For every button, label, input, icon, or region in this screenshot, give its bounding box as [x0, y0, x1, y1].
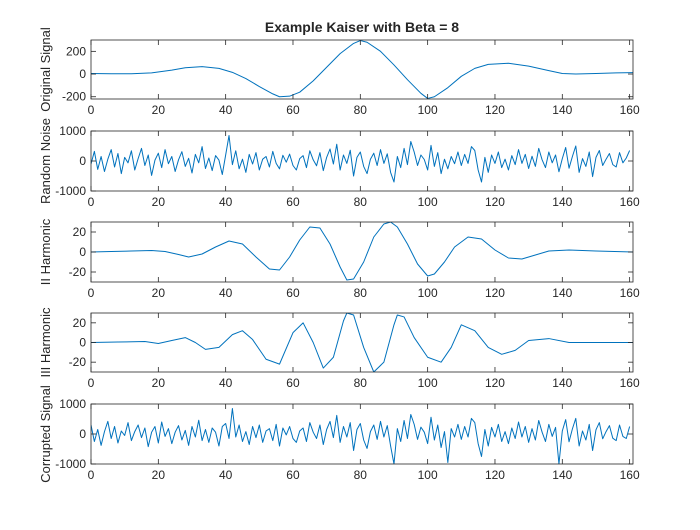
y-tick-label: 200 — [66, 44, 86, 58]
x-tick-label: 40 — [219, 103, 233, 117]
y-tick-label: 20 — [73, 316, 87, 330]
y-tick-label: 1000 — [59, 397, 86, 411]
series-line-2-1 — [91, 135, 631, 183]
y-tick-label: 0 — [79, 245, 86, 259]
x-tick-label: 120 — [485, 195, 505, 209]
y-tick-label: 20 — [73, 225, 87, 239]
x-tick-label: 20 — [152, 103, 166, 117]
x-tick-label: 60 — [286, 195, 300, 209]
y-axis-label: Corrupted Signal — [38, 385, 53, 483]
x-tick-label: 40 — [219, 468, 233, 482]
y-tick-label: 0 — [79, 154, 86, 168]
axes-box — [90, 221, 634, 283]
y-tick-label: -200 — [62, 90, 86, 104]
y-tick-label: 0 — [79, 67, 86, 81]
axes-box — [90, 39, 634, 100]
x-tick-label: 120 — [485, 103, 505, 117]
x-tick-label: 80 — [354, 376, 368, 390]
x-tick-label: 40 — [219, 376, 233, 390]
x-tick-label: 140 — [552, 103, 572, 117]
x-tick-label: 60 — [286, 103, 300, 117]
y-tick-label: -1000 — [55, 457, 86, 471]
x-tick-label: 80 — [354, 468, 368, 482]
x-tick-label: 100 — [418, 376, 438, 390]
x-tick-label: 20 — [152, 468, 166, 482]
x-tick-label: 0 — [88, 468, 95, 482]
y-tick-label: -20 — [69, 355, 87, 369]
x-tick-label: 60 — [286, 468, 300, 482]
x-tick-label: 20 — [152, 286, 166, 300]
chart-title: Example Kaiser with Beta = 8 — [265, 19, 459, 35]
x-tick-label: 160 — [620, 376, 640, 390]
y-tick-label: 0 — [79, 427, 86, 441]
x-tick-label: 100 — [418, 286, 438, 300]
x-tick-label: 120 — [485, 468, 505, 482]
x-tick-label: 140 — [552, 195, 572, 209]
x-tick-label: 160 — [620, 195, 640, 209]
x-tick-label: 120 — [485, 286, 505, 300]
x-tick-label: 100 — [418, 103, 438, 117]
subplot-5: 0 20 40 60 80 100 120 140 160-100001000Corrupted… — [38, 385, 640, 483]
x-tick-label: 120 — [485, 376, 505, 390]
x-tick-label: 60 — [286, 376, 300, 390]
series-line-3-1 — [91, 222, 633, 281]
x-tick-label: 140 — [552, 376, 572, 390]
y-tick-label: 0 — [79, 336, 86, 350]
y-axis-label: Random Noise — [38, 118, 53, 204]
y-tick-label: -1000 — [55, 184, 86, 198]
x-tick-label: 0 — [88, 286, 95, 300]
x-tick-label: 80 — [354, 195, 368, 209]
y-axis-label: Original Signal — [38, 27, 53, 112]
x-tick-label: 80 — [354, 286, 368, 300]
x-tick-label: 60 — [286, 286, 300, 300]
x-tick-label: 0 — [88, 195, 95, 209]
x-tick-label: 160 — [620, 468, 640, 482]
y-axis-label: III Harmonic — [38, 307, 53, 378]
x-tick-label: 140 — [552, 286, 572, 300]
series-line-5-1 — [91, 408, 631, 464]
x-tick-label: 160 — [620, 286, 640, 300]
x-tick-label: 20 — [152, 376, 166, 390]
x-tick-label: 40 — [219, 286, 233, 300]
x-tick-label: 100 — [418, 195, 438, 209]
series-line-4-1 — [91, 313, 633, 372]
x-tick-label: 140 — [552, 468, 572, 482]
x-tick-label: 20 — [152, 195, 166, 209]
x-tick-label: 40 — [219, 195, 233, 209]
x-tick-label: 80 — [354, 103, 368, 117]
y-tick-label: -20 — [69, 265, 87, 279]
x-tick-label: 0 — [88, 103, 95, 117]
y-axis-label: II Harmonic — [38, 218, 53, 285]
x-tick-label: 160 — [620, 103, 640, 117]
y-tick-label: 1000 — [59, 124, 86, 138]
series-line-1-1 — [91, 40, 633, 99]
x-tick-label: 100 — [418, 468, 438, 482]
x-tick-label: 0 — [88, 376, 95, 390]
